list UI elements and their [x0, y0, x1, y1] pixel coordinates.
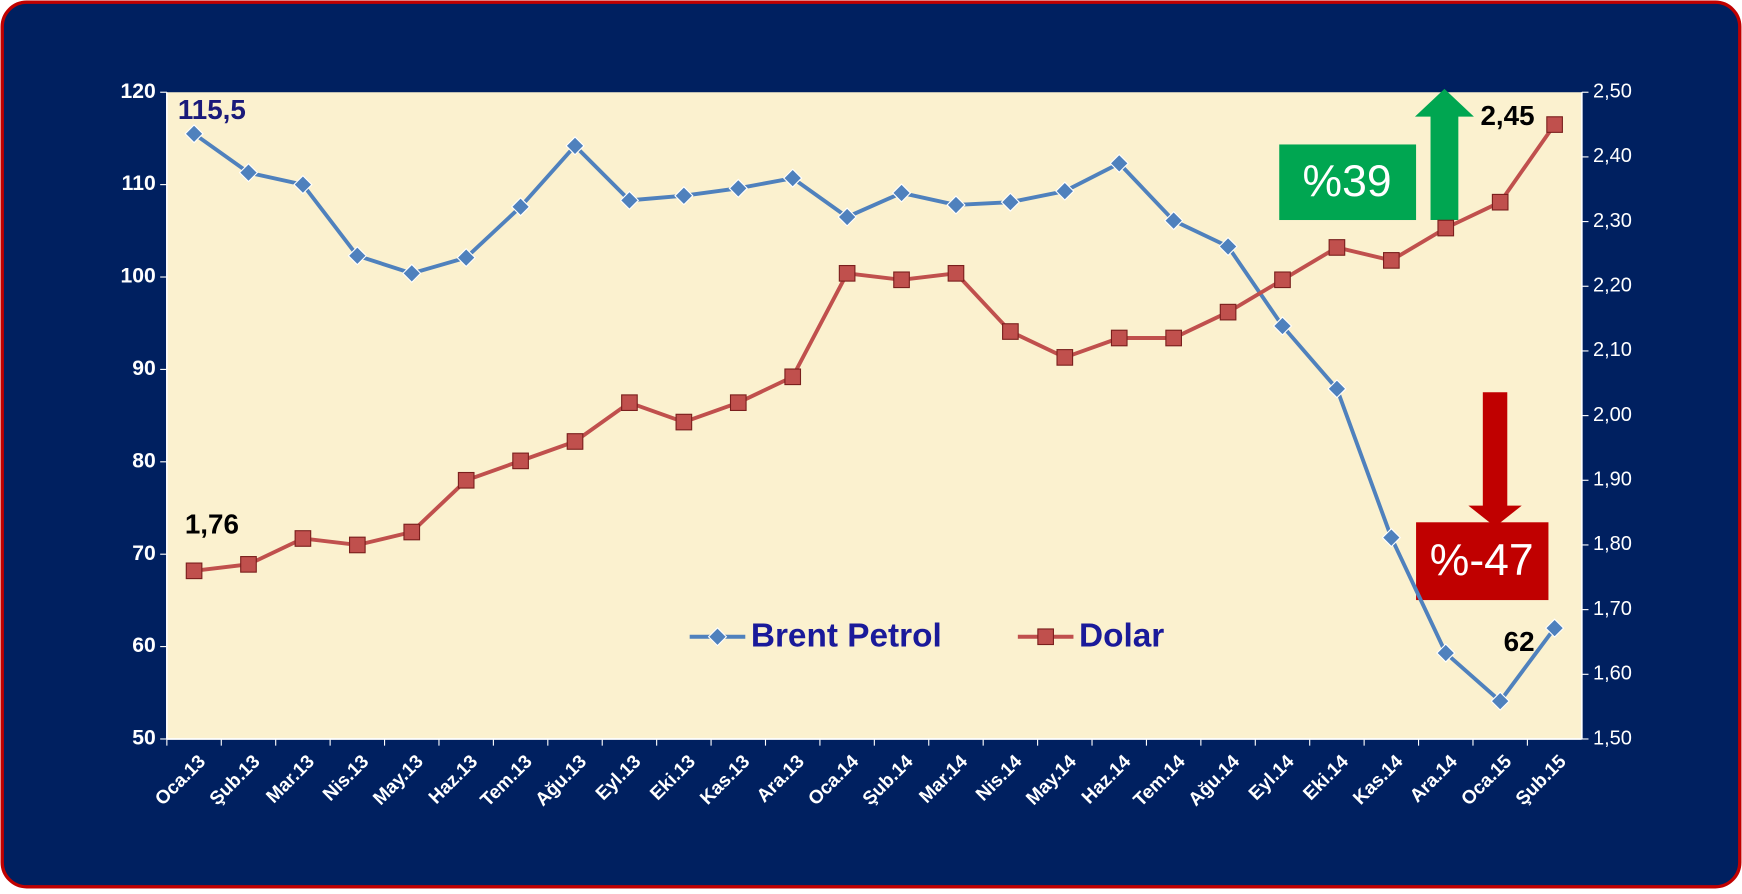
- data-label: 2,45: [1480, 100, 1534, 131]
- data-point: [1002, 323, 1019, 340]
- data-point: [729, 394, 747, 412]
- data-point: [1056, 349, 1074, 366]
- data-point: [893, 271, 910, 289]
- data-point: [1382, 252, 1400, 269]
- data-point: [1546, 116, 1563, 133]
- y2-tick-label: 1,90: [1593, 469, 1632, 491]
- data-point: [1436, 643, 1456, 663]
- legend-label: Brent Petrol: [751, 618, 942, 655]
- data-point: [347, 246, 368, 266]
- data-point: [1165, 329, 1182, 347]
- data-label: 115,5: [178, 94, 246, 125]
- y2-tick-label: 1,70: [1593, 598, 1632, 620]
- data-point: [1110, 329, 1128, 347]
- y-tick-label: 60: [132, 634, 155, 657]
- data-point: [1328, 239, 1346, 256]
- y-tick-label: 50: [132, 727, 155, 750]
- data-point: [348, 536, 366, 554]
- data-point: [1274, 271, 1291, 289]
- legend-marker: [1037, 628, 1054, 646]
- data-label: 1,76: [185, 509, 239, 540]
- data-point: [294, 530, 312, 547]
- data-point: [402, 263, 422, 283]
- y2-tick-label: 2,10: [1593, 339, 1632, 361]
- data-point: [185, 562, 203, 580]
- y-tick-label: 100: [120, 265, 155, 288]
- data-point: [1219, 303, 1237, 321]
- data-point: [510, 197, 531, 217]
- data-point: [675, 413, 693, 431]
- y2-tick-label: 2,40: [1593, 145, 1632, 167]
- data-label: 62: [1504, 626, 1535, 657]
- legend-marker: [707, 627, 728, 647]
- data-point: [838, 264, 856, 282]
- y2-tick-label: 2,50: [1593, 81, 1632, 103]
- y2-tick-label: 2,20: [1593, 275, 1632, 297]
- data-point: [566, 433, 584, 450]
- data-point: [1272, 316, 1293, 336]
- y2-tick-label: 1,60: [1593, 663, 1632, 685]
- y-tick-label: 70: [132, 542, 155, 565]
- data-point: [1381, 527, 1402, 548]
- data-point: [1437, 219, 1455, 237]
- data-point: [621, 394, 638, 412]
- y2-tick-label: 1,80: [1593, 533, 1632, 555]
- arrow-down: [1468, 392, 1522, 527]
- data-point: [238, 162, 259, 183]
- y-tick-label: 90: [132, 357, 155, 380]
- annotation: %-47: [1430, 536, 1534, 585]
- y2-tick-label: 2,00: [1593, 404, 1632, 426]
- data-point: [837, 207, 857, 227]
- y-tick-label: 120: [120, 80, 155, 103]
- data-point: [619, 190, 640, 211]
- annotation-box: [1279, 144, 1417, 221]
- data-point: [1000, 192, 1021, 212]
- data-point: [891, 183, 912, 203]
- y-tick-label: 110: [122, 172, 156, 195]
- series-line: [193, 123, 1557, 573]
- data-point: [1218, 236, 1238, 257]
- y2-tick-label: 2,30: [1593, 210, 1632, 232]
- data-point: [456, 247, 476, 268]
- data-point: [240, 556, 257, 573]
- series-line: [192, 132, 1557, 704]
- data-point: [784, 368, 802, 386]
- data-point: [1109, 153, 1129, 174]
- data-point: [293, 174, 313, 195]
- data-point: [1163, 210, 1184, 231]
- annotation-box: [1416, 522, 1549, 601]
- data-point: [457, 471, 475, 489]
- arrow-up: [1414, 88, 1474, 221]
- data-point: [1055, 181, 1075, 201]
- data-point: [403, 523, 421, 541]
- data-point: [565, 136, 585, 156]
- data-point: [674, 186, 694, 206]
- data-point: [947, 264, 965, 282]
- data-point: [946, 195, 966, 215]
- data-point: [1491, 193, 1509, 211]
- data-point: [1327, 379, 1347, 399]
- annotation: %39: [1303, 157, 1392, 206]
- data-point: [184, 124, 204, 144]
- data-point: [512, 452, 529, 470]
- data-point: [1544, 618, 1565, 638]
- data-point: [1490, 691, 1510, 711]
- y-tick-label: 80: [132, 449, 155, 472]
- legend-label: Dolar: [1079, 618, 1164, 655]
- y2-tick-label: 1,50: [1593, 727, 1632, 749]
- data-point: [728, 178, 748, 198]
- data-point: [783, 168, 803, 188]
